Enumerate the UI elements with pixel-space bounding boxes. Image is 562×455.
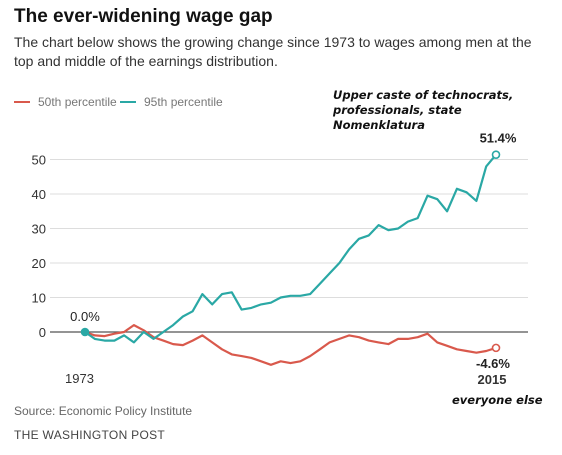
y-tick-label-20: 20 — [32, 256, 46, 271]
annotation-everyone-else: everyone else — [452, 393, 543, 407]
point-marker-start — [80, 327, 90, 337]
x-tick-label-1973: 1973 — [65, 371, 94, 386]
y-tick-label-10: 10 — [32, 291, 46, 306]
y-tick-label-40: 40 — [32, 187, 46, 202]
annotation-upper-caste: Upper caste of technocrats, professional… — [333, 88, 514, 132]
legend-swatch-50th — [14, 101, 30, 103]
legend-label-50th: 50th percentile — [38, 95, 117, 109]
y-tick-label-30: 30 — [32, 222, 46, 237]
x-tick-label-2015: 2015 — [478, 372, 507, 387]
publisher-credit: THE WASHINGTON POST — [14, 428, 166, 442]
legend-item-95th: 95th percentile — [120, 95, 223, 109]
point-label-end-50th: -4.6% — [476, 356, 510, 371]
y-tick-label-0: 0 — [39, 325, 46, 340]
legend-swatch-95th — [120, 101, 136, 103]
y-tick-label-50: 50 — [32, 153, 46, 168]
point-label-start: 0.0% — [70, 309, 100, 324]
point-marker-end-50th — [491, 343, 501, 353]
legend-label-95th: 95th percentile — [144, 95, 223, 109]
chart-title: The ever-widening wage gap — [14, 6, 273, 27]
series-line-95th — [83, 153, 498, 344]
series-line-50th — [83, 324, 498, 366]
point-marker-end-95th — [491, 150, 501, 159]
point-label-end-95th: 51.4% — [480, 131, 517, 146]
chart-subtitle: The chart below shows the growing change… — [14, 34, 532, 69]
source-note: Source: Economic Policy Institute — [14, 404, 193, 418]
legend-item-50th: 50th percentile — [14, 95, 117, 109]
